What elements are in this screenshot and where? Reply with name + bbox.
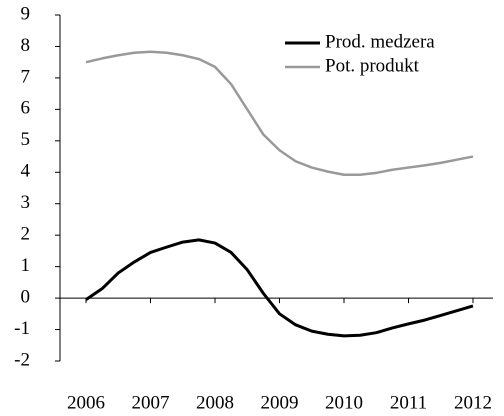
y-tick-label: 9 <box>21 3 31 24</box>
line-series <box>85 238 474 338</box>
y-tick-label: 2 <box>21 224 31 245</box>
line-series <box>85 50 474 177</box>
x-tick-label: 2009 <box>261 392 299 413</box>
legend-label: Prod. medzera <box>325 31 435 52</box>
y-tick-label: 8 <box>21 35 31 56</box>
x-tick-label: 2006 <box>67 392 105 413</box>
x-tick-label: 2012 <box>454 392 492 413</box>
y-tick-label: 5 <box>21 129 31 150</box>
y-tick-label: 7 <box>21 66 31 87</box>
y-tick-label: 6 <box>21 98 31 119</box>
legend-label: Pot. produkt <box>325 55 420 76</box>
y-tick-label: 1 <box>21 255 31 276</box>
x-tick-label: 2010 <box>325 392 363 413</box>
y-tick-label: 4 <box>21 161 31 182</box>
x-tick-label: 2011 <box>390 392 427 413</box>
y-tick-label: 3 <box>21 192 31 213</box>
y-tick-label: -2 <box>14 349 30 370</box>
y-tick-label: -1 <box>14 318 30 339</box>
x-tick-label: 2008 <box>196 392 234 413</box>
x-tick-label: 2007 <box>132 392 170 413</box>
y-tick-label: 0 <box>21 286 31 307</box>
